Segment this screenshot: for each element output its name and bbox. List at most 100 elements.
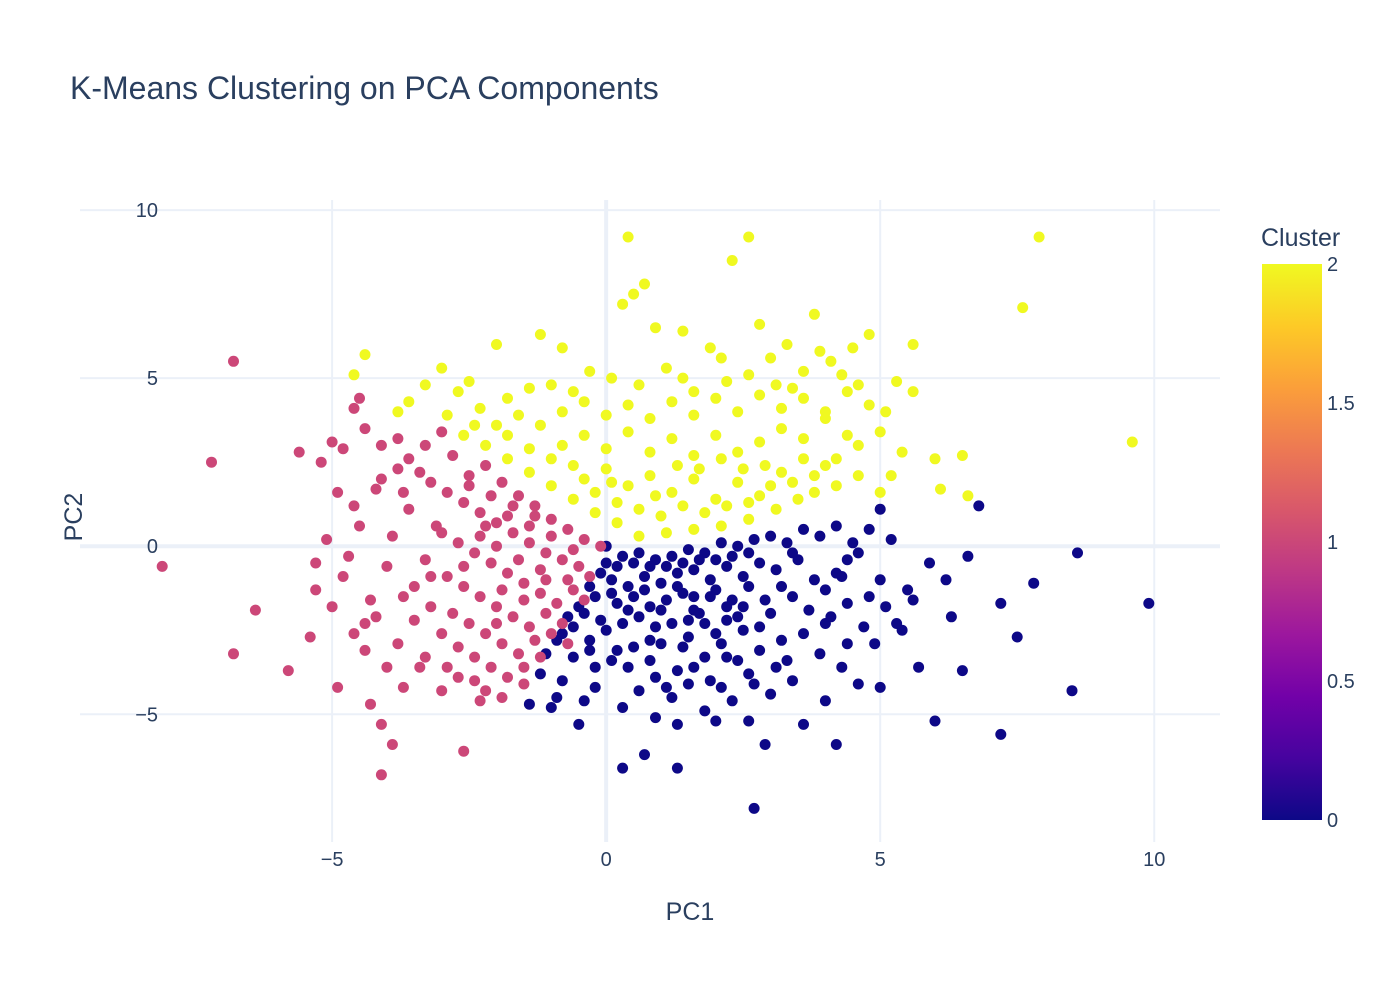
cluster-1-point [392,463,404,475]
cluster-0-point [715,681,727,693]
cluster-1-point [228,355,239,367]
cluster-0-point [798,523,809,535]
cluster-2-point [880,406,892,418]
cluster-2-point [710,429,722,441]
cluster-0-point [704,675,716,687]
cluster-1-point [458,745,470,757]
cluster-1-point [452,671,464,683]
cluster-1-point [447,607,459,619]
cluster-2-point [688,450,700,461]
cluster-0-point [628,557,640,569]
cluster-2-point [841,429,853,441]
cluster-0-point [600,624,612,636]
cluster-0-point [584,634,596,646]
cluster-0-point [726,594,738,606]
cluster-0-point [885,534,897,545]
cluster-2-point [419,379,431,391]
cluster-2-point [556,439,568,451]
cluster-1-point [408,614,420,626]
cluster-0-point [748,802,760,814]
cluster-0-point [578,695,590,707]
cluster-2-point [841,386,853,398]
cluster-0-point [617,762,629,774]
chart-title: K-Means Clustering on PCA Components [70,70,659,106]
cluster-2-point [523,382,535,394]
cluster-0-point [556,628,568,640]
cluster-2-point [1033,231,1045,243]
cluster-2-point [726,255,738,266]
cluster-1-point [491,540,502,552]
cluster-2-point [754,436,766,448]
cluster-2-point [502,392,513,404]
cluster-2-point [567,493,579,505]
cluster-2-point [523,443,535,455]
cluster-1-point [332,681,344,693]
cluster-2-point [852,439,864,451]
cluster-2-point [556,406,568,418]
cluster-0-point [660,560,672,572]
cluster-1-point [414,466,426,478]
cluster-1-point [436,628,448,640]
cluster-0-point [945,611,957,623]
cluster-0-point [688,591,700,603]
cluster-2-point [578,396,590,408]
cluster-1-point [310,557,322,569]
cluster-0-point [650,712,661,724]
cluster-2-point [578,473,590,485]
cluster-0-point [704,591,716,603]
cluster-2-point [907,386,919,398]
cluster-1-point [397,591,409,603]
cluster-1-point [375,439,387,451]
colorbar-title: Cluster [1261,224,1340,252]
colorbar-tick-label: 0.5 [1327,671,1355,693]
cluster-1-point [545,530,557,542]
cluster-0-point [710,715,722,727]
cluster-0-point [759,739,771,750]
cluster-2-point [606,476,618,488]
cluster-0-point [556,675,568,687]
cluster-2-point [808,486,820,498]
cluster-2-point [787,476,798,488]
cluster-1-point [469,675,481,687]
cluster-2-point [600,409,612,421]
cluster-2-point [688,523,700,535]
cluster-2-point [545,480,557,492]
cluster-1-point [523,520,535,532]
colorbar: Cluster 0 0.5 1 1.5 2 [1261,224,1355,832]
cluster-2-point [792,493,804,505]
cluster-1-point [502,671,513,683]
cluster-2-point [359,349,371,361]
cluster-0-point [765,530,777,542]
x-tick-label: 10 [1143,849,1165,871]
cluster-1-point [326,436,338,448]
cluster-1-point [496,584,508,596]
cluster-0-point [644,655,656,666]
cluster-0-point [874,681,886,693]
cluster-1-points [156,355,607,781]
cluster-1-point [419,439,431,451]
cluster-2-point [567,460,579,471]
cluster-0-point [858,621,870,633]
cluster-2-point [836,369,848,381]
cluster-0-point [770,661,782,673]
cluster-1-point [556,554,568,566]
cluster-0-point [1011,631,1023,643]
cluster-2-point [644,413,656,424]
cluster-2-point [660,362,672,374]
cluster-1-point [375,473,387,485]
cluster-1-point [513,648,524,660]
cluster-1-point [348,500,360,512]
cluster-0-point [699,705,711,717]
cluster-2-point [611,497,623,508]
cluster-1-point [359,644,371,656]
cluster-0-point [699,618,711,629]
cluster-1-point [343,550,355,562]
cluster-1-point [474,530,486,542]
cluster-0-point [748,678,760,690]
cluster-1-point [529,510,541,522]
cluster-0-point [644,601,656,613]
cluster-2-point [721,500,733,512]
cluster-2-point [671,460,683,471]
cluster-2-point [458,429,470,441]
cluster-0-point [606,587,618,599]
